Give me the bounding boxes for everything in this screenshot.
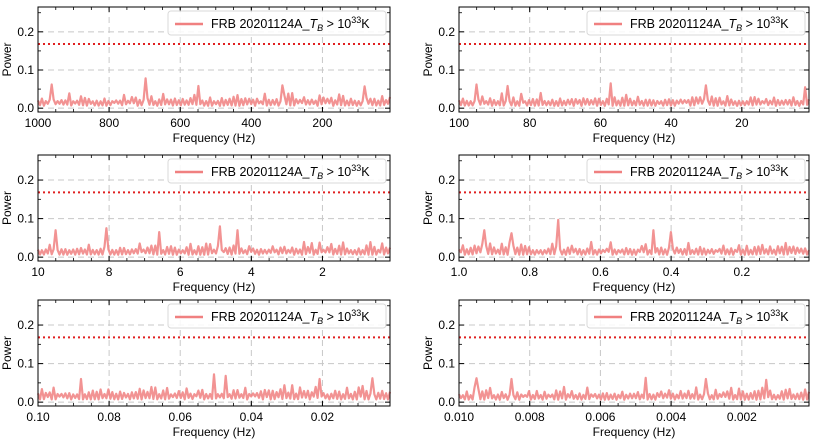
x-tick-label: 800 xyxy=(99,116,119,130)
y-tick-label: 0.1 xyxy=(438,212,455,226)
y-tick-label: 0.2 xyxy=(17,173,34,187)
legend-label: FRB 20201124A_TB > 1033K xyxy=(211,308,370,326)
y-tick-label: 0.0 xyxy=(438,101,455,115)
x-tick-label: 2 xyxy=(319,265,326,279)
x-tick-label: 8 xyxy=(106,265,113,279)
legend-box xyxy=(586,303,806,329)
legend-label: FRB 20201124A_TB > 1033K xyxy=(630,163,789,181)
axes-frame xyxy=(458,154,810,262)
x-tick-label: 0.008 xyxy=(515,410,545,424)
legend-box xyxy=(167,158,387,184)
x-tick-label: 0.02 xyxy=(311,410,335,424)
power-series-line xyxy=(36,225,392,256)
y-axis-label: Power xyxy=(0,191,14,225)
y-tick-label: 0.2 xyxy=(438,318,455,332)
chart-panel-3: 10 8 6 4 2 0.0 0.1 0.2 Frequency (Hz) Power FRB 20… xyxy=(0,154,392,294)
x-axis-label: Frequency (Hz) xyxy=(593,280,676,294)
y-tick-label: 0.2 xyxy=(17,318,34,332)
x-axis-label: Frequency (Hz) xyxy=(173,131,256,145)
chart-panel-4: 1.0 0.8 0.6 0.4 0.2 0.0 0.1 0.2 Frequency (Hz) Po… xyxy=(421,154,811,294)
legend-box xyxy=(167,10,387,36)
x-tick-label: 0.004 xyxy=(656,410,686,424)
chart-panel-5: 0.10 0.08 0.06 0.04 0.02 0.0 0.1 0.2 Frequency (… xyxy=(0,299,392,439)
x-tick-label: 0.010 xyxy=(444,410,474,424)
x-axis-label: Frequency (Hz) xyxy=(593,131,676,145)
y-tick-label: 0.1 xyxy=(17,212,34,226)
axes-frame xyxy=(458,299,810,407)
x-tick-label: 600 xyxy=(170,116,190,130)
y-tick-label: 0.2 xyxy=(438,173,455,187)
axes-frame xyxy=(37,299,391,407)
chart-panel-6: 0.010 0.008 0.006 0.004 0.002 0.0 0.1 0.2 Freque… xyxy=(421,299,811,439)
x-tick-label: 10 xyxy=(31,265,45,279)
y-tick-label: 0.0 xyxy=(438,395,455,409)
power-series-line xyxy=(458,218,811,256)
x-axis-label: Frequency (Hz) xyxy=(173,425,256,439)
x-axis-label: Frequency (Hz) xyxy=(173,280,256,294)
y-axis-label: Power xyxy=(0,336,14,370)
x-tick-label: 0.4 xyxy=(663,265,680,279)
y-tick-label: 0.0 xyxy=(17,101,34,115)
y-tick-label: 0.0 xyxy=(17,395,34,409)
axes-frame xyxy=(37,6,391,113)
power-series-line xyxy=(36,373,392,401)
x-tick-label: 1.0 xyxy=(451,265,468,279)
y-tick-label: 0.2 xyxy=(438,25,455,39)
legend-box xyxy=(586,10,806,36)
y-axis-label: Power xyxy=(0,42,14,76)
x-tick-label: 0.6 xyxy=(592,265,609,279)
power-series-line xyxy=(458,376,811,401)
y-tick-label: 0.0 xyxy=(17,250,34,264)
power-series-line xyxy=(457,82,811,107)
y-axis-label: Power xyxy=(421,42,435,76)
x-tick-label: 0.04 xyxy=(240,410,264,424)
legend-box xyxy=(586,158,806,184)
x-tick-label: 0.06 xyxy=(169,410,193,424)
legend-box xyxy=(167,303,387,329)
y-tick-label: 0.1 xyxy=(17,63,34,77)
legend-label: FRB 20201124A_TB > 1033K xyxy=(211,15,370,33)
x-tick-label: 0.006 xyxy=(585,410,615,424)
x-tick-label: 0.002 xyxy=(727,410,757,424)
chart-panel-1: 1000 800 600 400 200 0.0 0.1 0.2 Frequency (Hz) P… xyxy=(0,6,392,145)
y-tick-label: 0.1 xyxy=(438,357,455,371)
x-tick-label: 4 xyxy=(248,265,255,279)
y-tick-label: 0.1 xyxy=(17,357,34,371)
x-tick-label: 0.8 xyxy=(521,265,538,279)
x-tick-label: 20 xyxy=(735,116,749,130)
x-tick-label: 0.08 xyxy=(97,410,121,424)
x-tick-label: 6 xyxy=(177,265,184,279)
axes-frame xyxy=(458,6,810,113)
power-series-line xyxy=(36,77,392,107)
y-axis-label: Power xyxy=(421,336,435,370)
axes-frame xyxy=(37,154,391,262)
legend-label: FRB 20201124A_TB > 1033K xyxy=(211,163,370,181)
x-tick-label: 40 xyxy=(664,116,678,130)
y-axis-label: Power xyxy=(421,191,435,225)
x-tick-label: 400 xyxy=(241,116,261,130)
x-axis-label: Frequency (Hz) xyxy=(593,425,676,439)
x-tick-label: 0.10 xyxy=(26,410,50,424)
x-tick-label: 1000 xyxy=(25,116,52,130)
x-tick-label: 100 xyxy=(449,116,469,130)
x-tick-label: 80 xyxy=(523,116,537,130)
y-tick-label: 0.2 xyxy=(17,25,34,39)
y-tick-label: 0.1 xyxy=(438,63,455,77)
x-tick-label: 0.2 xyxy=(733,265,750,279)
legend-label: FRB 20201124A_TB > 1033K xyxy=(630,15,789,33)
y-tick-label: 0.0 xyxy=(438,250,455,264)
x-tick-label: 60 xyxy=(594,116,608,130)
chart-panel-2: 100 80 60 40 20 0.0 0.1 0.2 Frequency (Hz) Power F… xyxy=(421,6,811,145)
legend-label: FRB 20201124A_TB > 1033K xyxy=(630,308,789,326)
x-tick-label: 200 xyxy=(312,116,332,130)
